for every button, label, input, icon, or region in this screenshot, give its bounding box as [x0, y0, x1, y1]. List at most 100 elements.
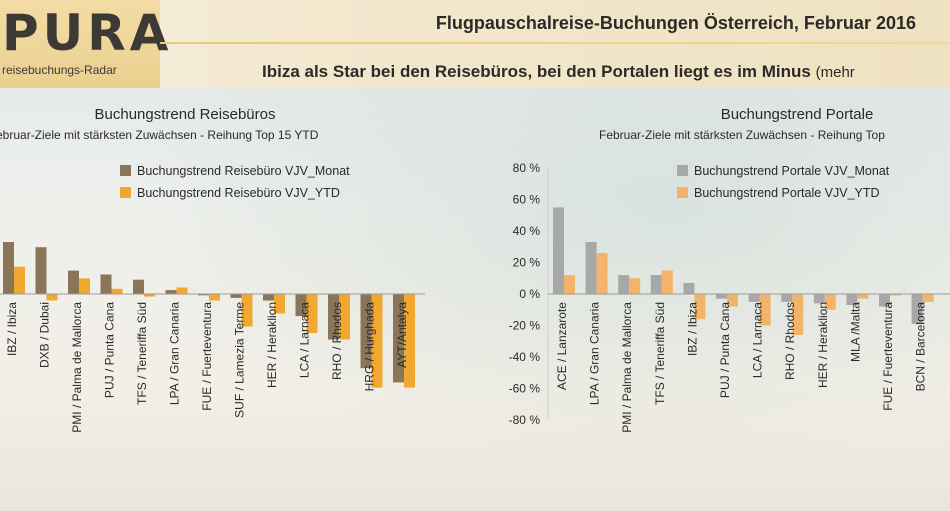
bar-month: [360, 294, 372, 369]
y-tick-label: -20 %: [509, 319, 541, 333]
x-tick-label: LCA / Larnaca: [298, 302, 312, 378]
bar-ytd: [759, 294, 771, 326]
bar-month: [68, 270, 79, 294]
x-tick-label: FUE / Fuerteventura: [881, 302, 895, 411]
x-tick-label: SUF / Lamezia Terme: [233, 302, 247, 418]
y-tick-label: 80 %: [513, 161, 541, 175]
bar-month: [716, 294, 727, 299]
bar-month: [3, 242, 14, 294]
x-tick-label: PMI / Palma de Mallorca: [620, 302, 634, 433]
y-tick-label: 40 %: [513, 224, 541, 238]
page-subtitle: Ibiza als Star bei den Reisebüros, bei d…: [262, 62, 855, 82]
x-tick-label: TFS / Teneriffa Süd: [135, 302, 149, 405]
bar-ytd: [339, 294, 350, 340]
bar-month: [911, 294, 923, 324]
bar-month: [100, 274, 112, 294]
chart-subtitle: ebruar-Ziele mit stärksten Zuwächsen - R…: [0, 128, 319, 142]
x-tick-label: BCN / Barcelona: [914, 302, 928, 392]
bar-ytd: [629, 278, 641, 294]
bar-month: [618, 275, 630, 294]
x-tick-label: IBZ / Ibiza: [5, 302, 19, 356]
x-tick-label: TFS / Teneriffa Süd: [653, 302, 667, 405]
bar-ytd: [564, 275, 575, 294]
x-tick-label: ACE / Lanzarote: [555, 302, 569, 390]
page-title: Flugpauschalreise-Buchungen Österreich, …: [435, 13, 916, 33]
logo-subtitle: reisebuchungs-Radar: [2, 63, 117, 77]
bar-month: [263, 294, 274, 301]
bar-month: [748, 294, 760, 302]
x-tick-label: IBZ / Ibiza: [685, 302, 699, 356]
x-tick-label: HER / Heraklion: [265, 302, 279, 388]
x-tick-label: RHO / Rhodos: [783, 302, 797, 380]
x-tick-label: PUJ / Punta Cana: [718, 302, 732, 398]
y-tick-label: -80 %: [509, 413, 541, 427]
x-tick-label: FUE / Fuerteventura: [200, 302, 214, 411]
bar-ytd: [209, 294, 220, 301]
x-tick-label: LCA / Larnaca: [751, 302, 765, 378]
y-tick-label: 20 %: [513, 256, 541, 270]
bar-ytd: [371, 294, 383, 388]
bar-ytd: [596, 253, 608, 294]
bar-ytd: [46, 294, 58, 301]
bar-ytd: [404, 294, 415, 388]
legend-swatch: [120, 165, 131, 176]
bar-month: [230, 294, 242, 298]
bar-month: [781, 294, 793, 302]
page-subtitle-text: Ibiza als Star bei den Reisebüros, bei d…: [262, 62, 811, 81]
bar-month: [165, 290, 177, 294]
bar-month: [328, 294, 339, 340]
legend-swatch: [677, 165, 688, 176]
legend-label: Buchungstrend Portale VJV_Monat: [694, 164, 890, 178]
page-subtitle-more: (mehr: [815, 64, 855, 81]
bar-month: [295, 294, 307, 317]
bar-month: [683, 282, 695, 294]
legend-swatch: [677, 187, 688, 198]
bar-month: [35, 247, 47, 294]
x-tick-label: PUJ / Punta Cana: [103, 302, 117, 398]
y-tick-label: 60 %: [513, 193, 541, 207]
x-tick-label: LPA / Gran Canaria: [588, 302, 602, 405]
bar-ytd: [661, 270, 673, 294]
bar-ytd: [922, 294, 934, 302]
bar-ytd: [144, 294, 155, 297]
legend-label: Buchungstrend Portale VJV_YTD: [694, 186, 880, 200]
bar-ytd: [176, 287, 188, 294]
chart-subtitle: Februar-Ziele mit stärksten Zuwächsen - …: [599, 128, 885, 142]
x-tick-label: MLA /Malta: [848, 302, 862, 362]
logo: PURA reisebuchungs-Radar: [0, 0, 168, 88]
bar-month: [846, 294, 858, 306]
legend-label: Buchungstrend Reisebüro VJV_YTD: [137, 186, 340, 200]
bar-month: [813, 294, 825, 304]
bar-month: [585, 242, 597, 294]
bar-ytd: [727, 294, 738, 307]
bar-ytd: [14, 266, 25, 294]
y-tick-label: -60 %: [509, 382, 541, 396]
y-tick-label: -40 %: [509, 350, 541, 364]
x-tick-label: AYT/Antalya: [395, 302, 409, 368]
x-tick-label: DXB / Dubai: [38, 302, 52, 368]
bar-ytd: [857, 294, 869, 299]
chart-title: Buchungstrend Reisebüros: [95, 106, 276, 123]
y-tick-label: 0 %: [519, 287, 540, 301]
header-divider: [160, 42, 950, 44]
bar-ytd: [824, 294, 836, 310]
bar-ytd: [274, 294, 285, 314]
legend-swatch: [120, 187, 131, 198]
logo-text: PURA: [2, 4, 173, 62]
bar-ytd: [111, 288, 123, 294]
legend-label: Buchungstrend Reisebüro VJV_Monat: [137, 164, 350, 178]
x-tick-label: RHO / Rhodos: [330, 302, 344, 380]
bar-month: [393, 294, 404, 383]
bar-month: [553, 207, 564, 294]
bar-month: [198, 294, 209, 296]
bar-month: [879, 294, 890, 307]
bar-month: [133, 279, 144, 294]
x-tick-label: HRG / Hurghada: [363, 302, 377, 392]
x-tick-label: LPA / Gran Canaria: [168, 302, 182, 405]
x-tick-label: PMI / Palma de Mallorca: [70, 302, 84, 433]
bar-ytd: [694, 294, 706, 320]
bar-ytd: [890, 294, 901, 296]
bar-ytd: [79, 278, 90, 294]
bar-ytd: [792, 294, 804, 335]
